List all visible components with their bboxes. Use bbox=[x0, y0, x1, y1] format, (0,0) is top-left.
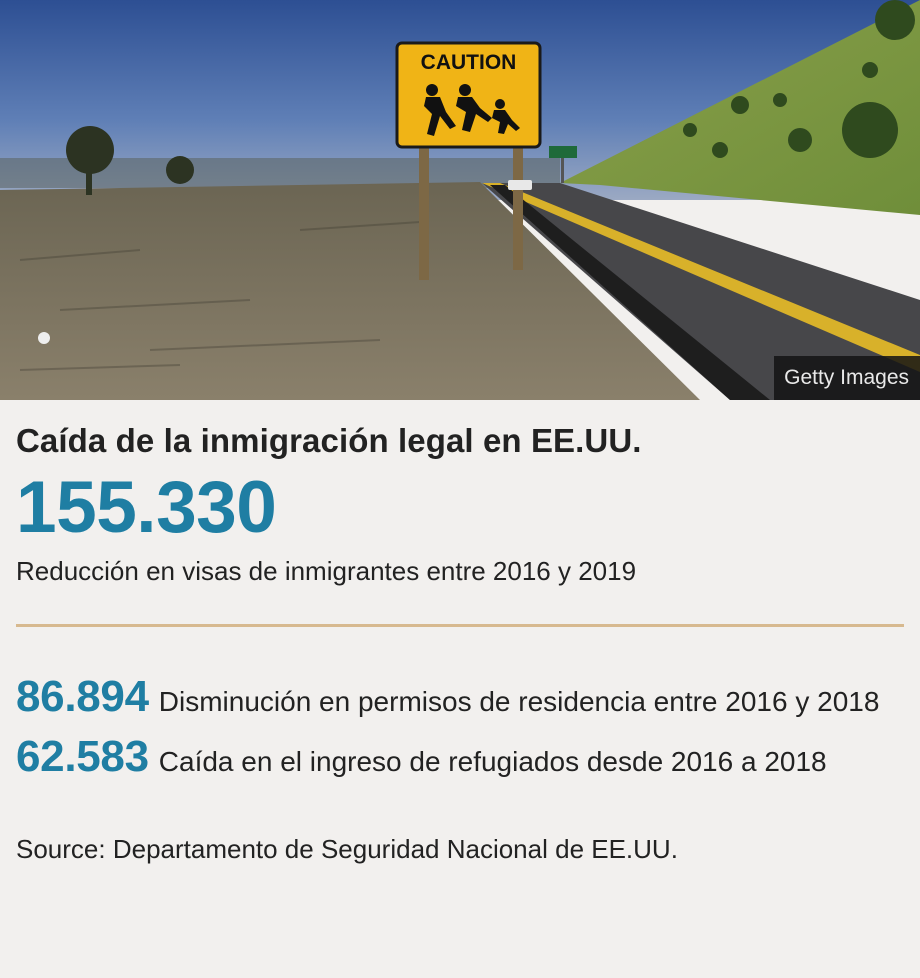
stats-list: 86.894 Disminución en permisos de residen… bbox=[16, 675, 904, 784]
highway-caution-sign-photo: CAUTION bbox=[0, 0, 920, 400]
sign-caption: CAUTION bbox=[421, 51, 517, 74]
stat-value: 86.894 bbox=[16, 672, 149, 721]
headline: Caída de la inmigración legal en EE.UU. bbox=[16, 422, 642, 459]
content: Caída de la inmigración legal en EE.UU. … bbox=[0, 424, 920, 862]
stat-item: 62.583 Caída en el ingreso de refugiados … bbox=[16, 735, 904, 784]
photo-credit: Getty Images bbox=[774, 356, 920, 400]
main-stat-value: 155.330 bbox=[16, 467, 277, 548]
stat-label: Caída en el ingreso de refugiados desde … bbox=[158, 746, 827, 777]
section-divider bbox=[16, 624, 904, 627]
source-note: Source: Departamento de Seguridad Nacion… bbox=[16, 834, 678, 864]
main-stat-caption: Reducción en visas de inmigrantes entre … bbox=[16, 556, 637, 586]
header-photo: CAUTION Getty Images bbox=[0, 0, 920, 400]
stat-item: 86.894 Disminución en permisos de residen… bbox=[16, 675, 904, 724]
stat-value: 62.583 bbox=[16, 732, 149, 781]
stat-label: Disminución en permisos de residencia en… bbox=[158, 686, 880, 717]
